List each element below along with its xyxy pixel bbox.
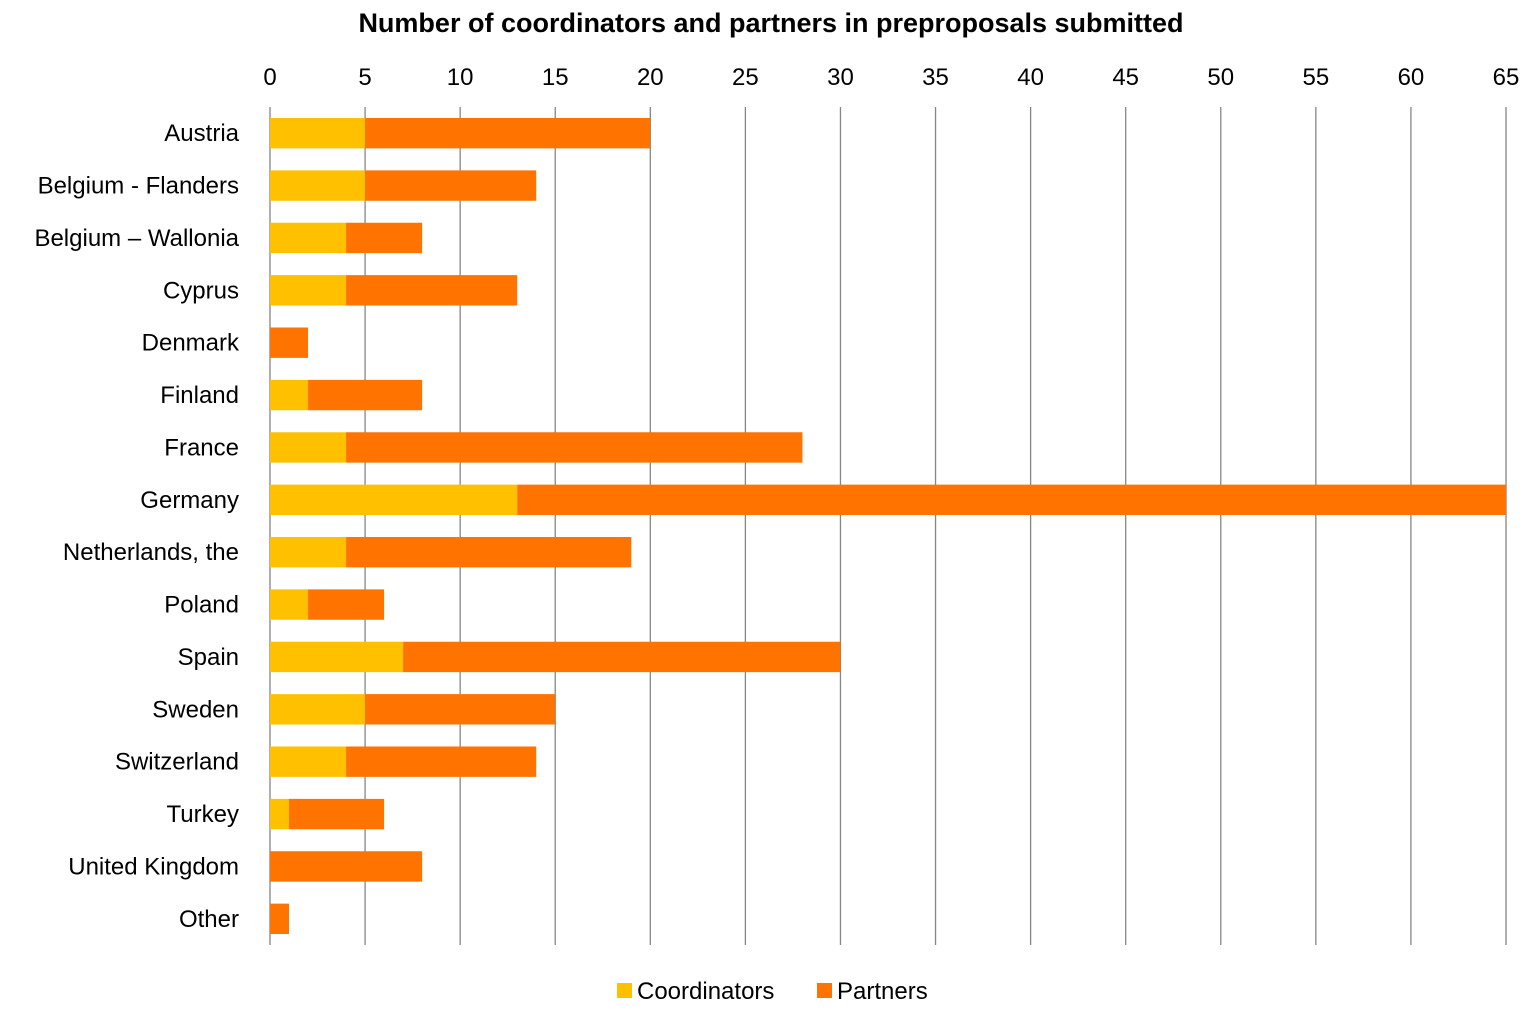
- legend-label: Coordinators: [637, 978, 774, 1005]
- x-tick-label: 60: [1398, 64, 1425, 91]
- category-label: Other: [179, 906, 239, 933]
- gridlines: [269, 107, 1507, 945]
- bar-coordinators: [270, 222, 347, 254]
- x-tick-label: 65: [1493, 64, 1520, 91]
- x-tick-label: 0: [263, 64, 276, 91]
- bar-partners: [270, 327, 309, 358]
- chart-title: Number of coordinators and partners in p…: [358, 8, 1183, 38]
- bar-partners: [346, 432, 803, 463]
- bars: [270, 117, 1506, 935]
- category-label: Belgium - Flanders: [38, 173, 239, 200]
- x-tick-label: 40: [1017, 64, 1044, 91]
- category-label: Cyprus: [163, 277, 239, 304]
- category-label: France: [164, 434, 239, 461]
- bar-coordinators: [270, 798, 290, 830]
- category-labels: Austria Belgium - Flanders Belgium – Wallo…: [34, 120, 240, 933]
- bar-partners: [346, 275, 518, 306]
- x-tick-label: 5: [358, 64, 371, 91]
- bar-coordinators: [270, 379, 309, 411]
- bar-partners: [346, 536, 632, 568]
- legend-label: Partners: [837, 978, 928, 1005]
- x-tick-label: 50: [1207, 64, 1234, 91]
- bar-partners: [365, 694, 556, 725]
- bar-partners: [365, 117, 651, 149]
- x-axis-ticks: 0 5 10 15 20 25 30 35 40 45 50 55 60 65: [263, 64, 1519, 91]
- category-label: Denmark: [142, 330, 240, 357]
- category-label: Spain: [178, 644, 239, 671]
- x-tick-label: 15: [542, 64, 569, 91]
- bar-partners: [346, 222, 423, 254]
- x-tick-label: 35: [922, 64, 949, 91]
- x-tick-label: 55: [1302, 64, 1329, 91]
- bar-coordinators: [270, 746, 347, 777]
- bar-partners: [270, 903, 290, 935]
- category-label: Finland: [160, 382, 239, 409]
- category-label: Netherlands, the: [63, 539, 239, 566]
- legend-swatch: [617, 983, 632, 998]
- bar-partners: [346, 746, 537, 777]
- bar-partners: [517, 484, 1506, 516]
- category-label: United Kingdom: [68, 853, 239, 880]
- bar-coordinators: [270, 170, 366, 201]
- bar-coordinators: [270, 117, 366, 149]
- x-tick-label: 30: [827, 64, 854, 91]
- x-tick-label: 25: [732, 64, 759, 91]
- bar-partners: [308, 379, 423, 411]
- category-label: Austria: [164, 120, 239, 147]
- bar-partners: [289, 798, 385, 830]
- bar-partners: [365, 170, 537, 201]
- legend: Coordinators Partners: [617, 978, 928, 1005]
- category-label: Turkey: [167, 801, 239, 828]
- x-tick-label: 45: [1112, 64, 1139, 91]
- legend-swatch: [817, 983, 832, 998]
- bar-partners: [308, 589, 385, 620]
- bar-partners: [403, 641, 841, 673]
- bar-coordinators: [270, 275, 347, 306]
- category-label: Belgium – Wallonia: [34, 225, 239, 252]
- category-label: Sweden: [152, 696, 239, 723]
- bar-coordinators: [270, 589, 309, 620]
- category-label: Germany: [140, 487, 239, 514]
- bar-partners: [270, 851, 423, 882]
- category-label: Switzerland: [115, 749, 239, 776]
- bar-coordinators: [270, 641, 404, 673]
- x-tick-label: 20: [637, 64, 664, 91]
- bar-coordinators: [270, 536, 347, 568]
- x-tick-label: 10: [447, 64, 474, 91]
- category-label: Poland: [164, 592, 239, 619]
- bar-coordinators: [270, 432, 347, 463]
- bar-coordinators: [270, 484, 518, 516]
- bar-coordinators: [270, 694, 366, 725]
